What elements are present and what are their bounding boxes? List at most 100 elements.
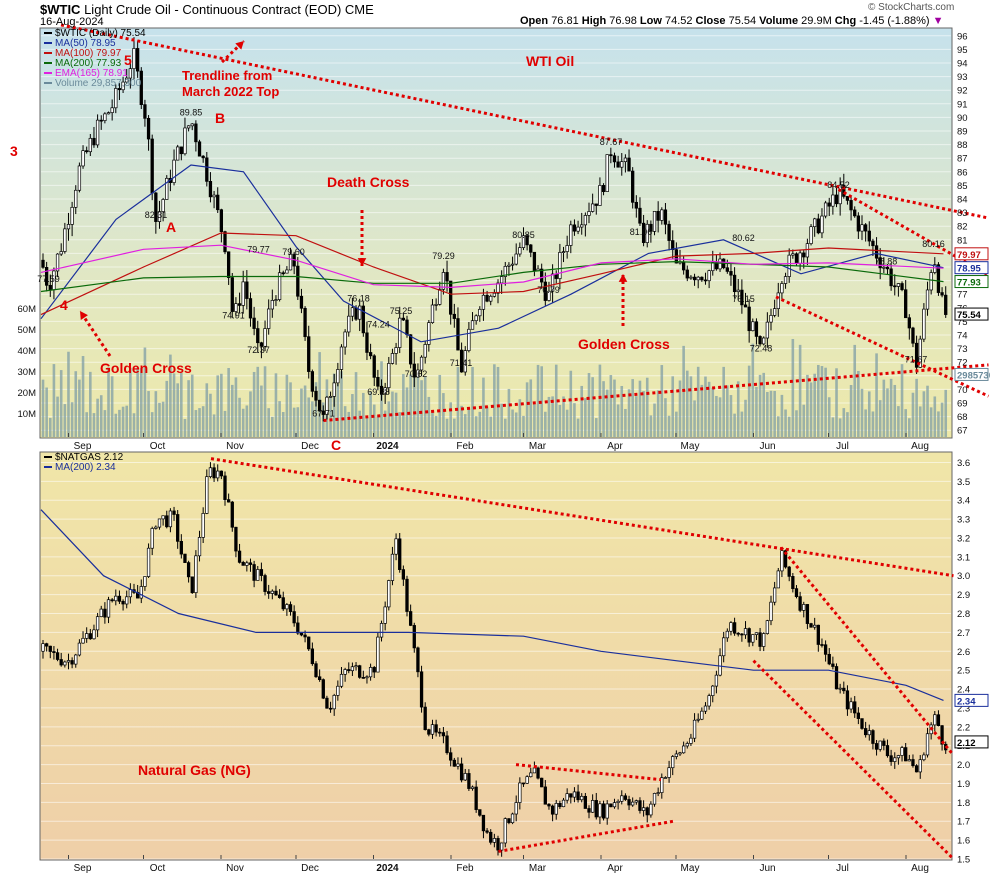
candle xyxy=(263,320,267,352)
volume-bar xyxy=(478,411,482,437)
candle xyxy=(823,640,828,662)
price-tag: 75.54 xyxy=(954,307,989,321)
candle xyxy=(656,787,660,797)
candle xyxy=(641,214,646,247)
candle xyxy=(328,391,333,398)
candle xyxy=(63,222,67,254)
candle xyxy=(729,621,733,636)
candle xyxy=(66,212,71,241)
volume-bar xyxy=(533,404,536,437)
candle xyxy=(361,301,365,337)
candle xyxy=(609,803,613,808)
y-tick-label: 3.3 xyxy=(957,515,970,526)
candle xyxy=(590,794,595,813)
legend-entry: $WTIC (Daily) 75.54 xyxy=(44,29,146,39)
volume-bar xyxy=(569,370,573,437)
candle xyxy=(456,757,460,770)
price-tag: 77.93 xyxy=(954,275,989,289)
natgas-gridlines xyxy=(41,461,951,860)
candle xyxy=(387,356,391,395)
x-tick-label: Sep xyxy=(74,441,92,452)
candle xyxy=(612,152,617,168)
candle xyxy=(580,793,584,803)
chart-date: 16-Aug-2024 xyxy=(40,16,104,28)
volume-bar xyxy=(278,401,281,437)
volume-bar xyxy=(172,373,176,437)
candle xyxy=(470,785,475,791)
y-tick-label: 86 xyxy=(957,167,968,178)
candle xyxy=(412,622,416,653)
candle xyxy=(44,261,49,292)
volume-bar xyxy=(729,395,733,437)
candle xyxy=(667,760,671,783)
candle xyxy=(372,666,376,679)
candle xyxy=(550,804,555,822)
candle xyxy=(845,196,850,205)
x-tick-label: Dec xyxy=(301,863,319,874)
candle xyxy=(598,177,602,206)
candle xyxy=(612,798,617,809)
price-label: 80.16 xyxy=(922,239,945,249)
legend-label: MA(200) 77.93 xyxy=(55,58,122,69)
volume-bar xyxy=(85,412,88,437)
volume-bar xyxy=(664,398,667,437)
candle xyxy=(398,532,402,573)
volume-bar xyxy=(89,371,92,437)
x-tick-label: Feb xyxy=(456,441,474,452)
volume-bar xyxy=(190,374,194,437)
volume-bar xyxy=(183,418,187,437)
candle xyxy=(550,264,555,303)
x-tick-label: Mar xyxy=(529,441,547,452)
volume-bar xyxy=(562,396,565,437)
legend-entry: MA(100) 79.97 xyxy=(44,49,146,59)
volume-bar xyxy=(503,418,507,437)
candle xyxy=(416,646,420,678)
candle xyxy=(85,146,89,154)
candle xyxy=(489,829,493,845)
candle xyxy=(645,806,649,823)
volume-bar xyxy=(343,406,347,437)
volume-bar xyxy=(412,375,416,437)
volume-bar xyxy=(580,385,584,437)
candle xyxy=(445,730,449,755)
candle xyxy=(77,162,82,193)
candle xyxy=(700,276,704,282)
candle xyxy=(569,220,573,254)
y-tick-label: 96 xyxy=(957,31,968,42)
candle xyxy=(241,270,245,314)
candle xyxy=(787,565,791,582)
trendline-label: Trendline from March 2022 Top xyxy=(182,68,280,99)
wave-5-label: 5 xyxy=(124,52,132,68)
y-tick-label: 3.6 xyxy=(957,458,970,469)
volume-bar xyxy=(831,417,835,437)
volume-bar xyxy=(500,403,503,437)
candle xyxy=(117,83,122,101)
candle xyxy=(580,212,584,235)
volume-bar xyxy=(147,391,150,437)
candle xyxy=(547,803,551,810)
candle xyxy=(277,264,282,302)
candle xyxy=(230,500,234,532)
candle xyxy=(452,757,456,767)
candle xyxy=(692,713,697,743)
candle xyxy=(809,622,813,628)
y-tick-label: 2.2 xyxy=(957,722,970,733)
candle xyxy=(201,155,205,163)
candle xyxy=(696,713,700,723)
y-tick-label: 87 xyxy=(957,154,968,165)
candle xyxy=(918,335,922,368)
candle xyxy=(59,243,63,256)
candle xyxy=(762,336,766,346)
volume-bar xyxy=(689,376,693,437)
volume-bar xyxy=(707,381,711,437)
volume-bar xyxy=(929,407,933,437)
annotation-arrow xyxy=(220,39,246,64)
candle xyxy=(63,660,67,668)
natgas-y-axis: 1.51.61.71.81.92.02.12.22.32.42.52.62.72… xyxy=(954,458,989,866)
candle xyxy=(747,627,751,647)
candle xyxy=(583,792,588,809)
candle xyxy=(354,662,358,671)
candle xyxy=(168,508,173,533)
candle xyxy=(860,215,864,241)
candle xyxy=(492,833,497,848)
